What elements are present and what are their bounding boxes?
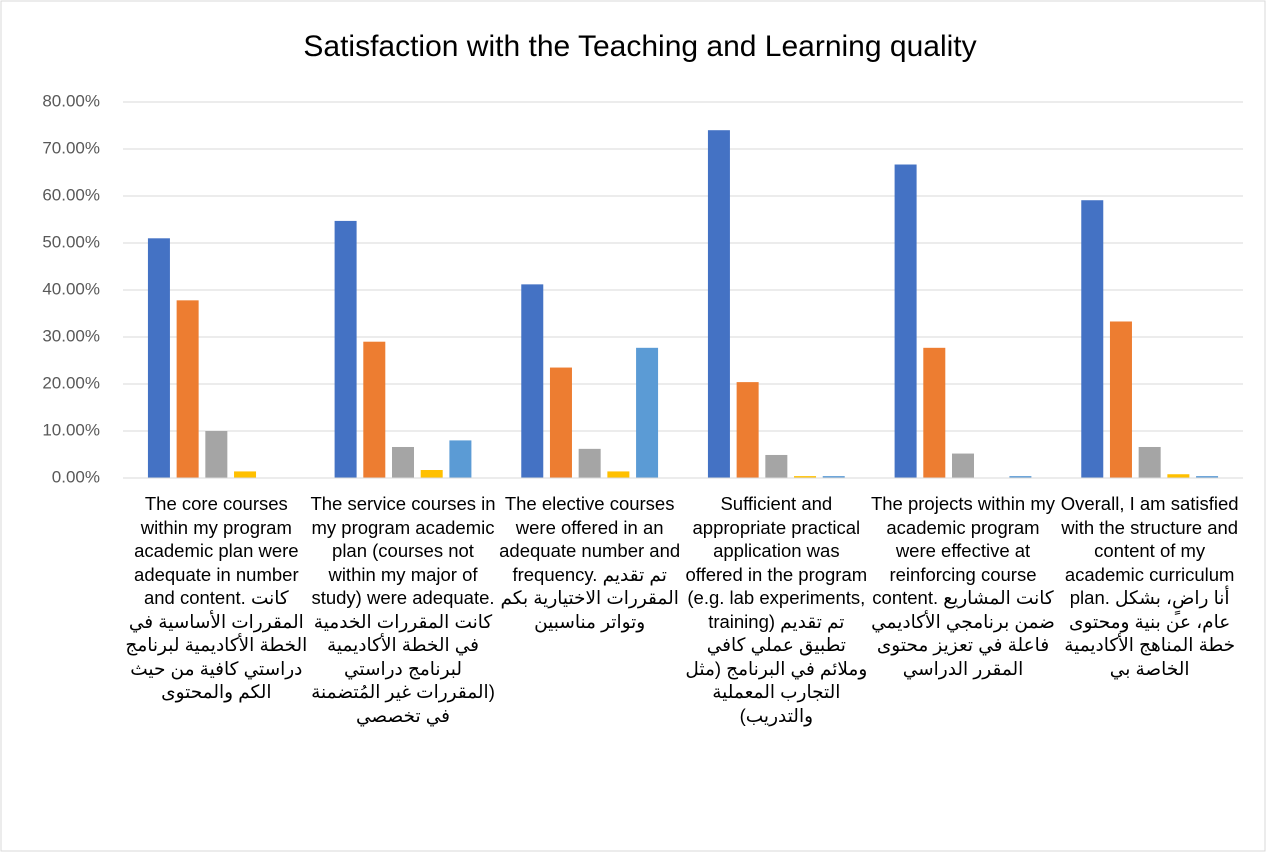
y-tick-label: 80.00% (42, 91, 100, 110)
y-tick-label: 30.00% (42, 326, 100, 345)
bar (1109, 321, 1132, 478)
chart-title: Satisfaction with the Teaching and Learn… (303, 30, 976, 63)
bar (234, 471, 257, 478)
bar (952, 453, 974, 478)
bar (736, 382, 759, 478)
bar (334, 220, 357, 478)
x-tick-label: The projects within my academic program … (870, 493, 1056, 679)
bar (894, 164, 917, 478)
bar (449, 440, 472, 478)
x-tick-label: Sufficient and appropriate practical app… (685, 493, 868, 726)
bar (549, 367, 572, 478)
bar (392, 446, 414, 478)
y-tick-label: 40.00% (42, 279, 100, 298)
x-tick-label: The elective courses were offered in an … (499, 493, 681, 632)
x-tick-label: Overall, I am satisfied with the structu… (1060, 493, 1239, 679)
bar (1196, 476, 1219, 478)
bar (707, 130, 730, 478)
y-tick-label: 20.00% (42, 373, 100, 392)
bar (1081, 200, 1104, 479)
bar (205, 431, 228, 478)
bar (607, 471, 630, 478)
bar (176, 300, 199, 478)
x-tick-label: The service courses in my program academ… (310, 493, 496, 726)
y-tick-label: 10.00% (42, 420, 100, 439)
bar (1009, 476, 1032, 478)
bar (765, 454, 788, 478)
y-tick-label: 70.00% (42, 138, 100, 157)
bar (420, 470, 443, 478)
y-tick-label: 0.00% (52, 467, 100, 486)
y-tick-label: 60.00% (42, 185, 100, 204)
bar (1167, 474, 1190, 478)
y-tick-label: 50.00% (42, 232, 100, 251)
bar (578, 448, 601, 478)
bar (923, 347, 946, 478)
bar (822, 476, 845, 478)
bar (794, 476, 817, 478)
bar (147, 238, 170, 478)
bar (636, 347, 659, 478)
bar (363, 341, 386, 478)
bar (1138, 446, 1161, 478)
x-tick-label: The core courses within my program acade… (125, 493, 308, 702)
bar (521, 284, 544, 478)
